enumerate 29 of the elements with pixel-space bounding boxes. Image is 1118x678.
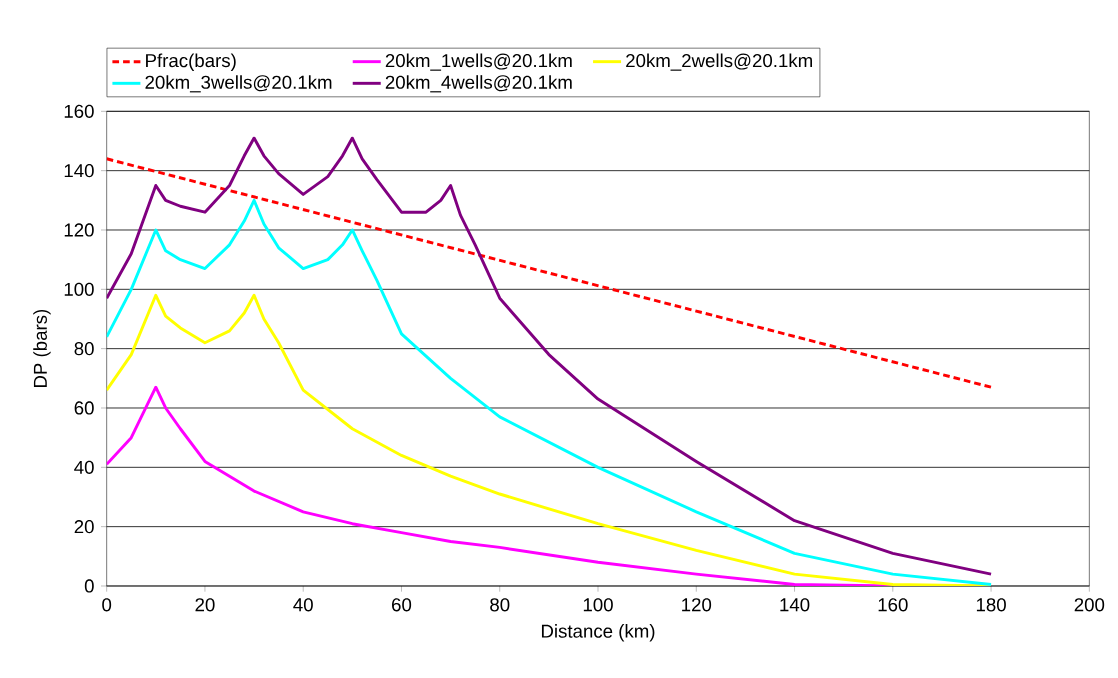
line-series (106, 136, 993, 576)
legend-label: 20km_3wells@20.1km (145, 75, 332, 93)
x-axis-title: Distance (km) (541, 624, 655, 642)
x-tick-label: 140 (780, 598, 810, 612)
x-tick-label: 200 (1074, 598, 1105, 612)
x-tick-label: 40 (293, 598, 313, 612)
legend-label: Pfrac(bars) (146, 53, 236, 71)
y-axis-title: DP (bars) (33, 309, 51, 388)
x-tick-label: 80 (490, 598, 510, 612)
y-tick-label: 160 (64, 104, 94, 118)
x-tick-label: 60 (392, 598, 412, 612)
y-tick-label: 140 (64, 164, 94, 178)
x-tick-label: 20 (195, 598, 215, 612)
legend-label: 20km_2wells@20.1km (626, 53, 812, 71)
y-tick-label: 100 (64, 282, 94, 296)
x-tick-label: 0 (102, 598, 112, 612)
y-tick-label: 120 (64, 223, 94, 237)
line-series (106, 198, 993, 586)
x-tick-label: 160 (878, 598, 908, 612)
y-tick-label: 80 (74, 342, 94, 356)
x-tick-label: 180 (976, 598, 1006, 612)
y-tick-label: 0 (84, 579, 94, 593)
x-tick-label: 100 (583, 598, 613, 612)
legend-label: 20km_4wells@20.1km (385, 75, 572, 93)
y-tick-label: 20 (74, 520, 94, 534)
legend-label: 20km_1wells@20.1km (385, 53, 572, 71)
y-tick-label: 40 (74, 460, 94, 474)
y-tick-label: 60 (74, 401, 94, 415)
x-tick-label: 120 (682, 598, 712, 612)
